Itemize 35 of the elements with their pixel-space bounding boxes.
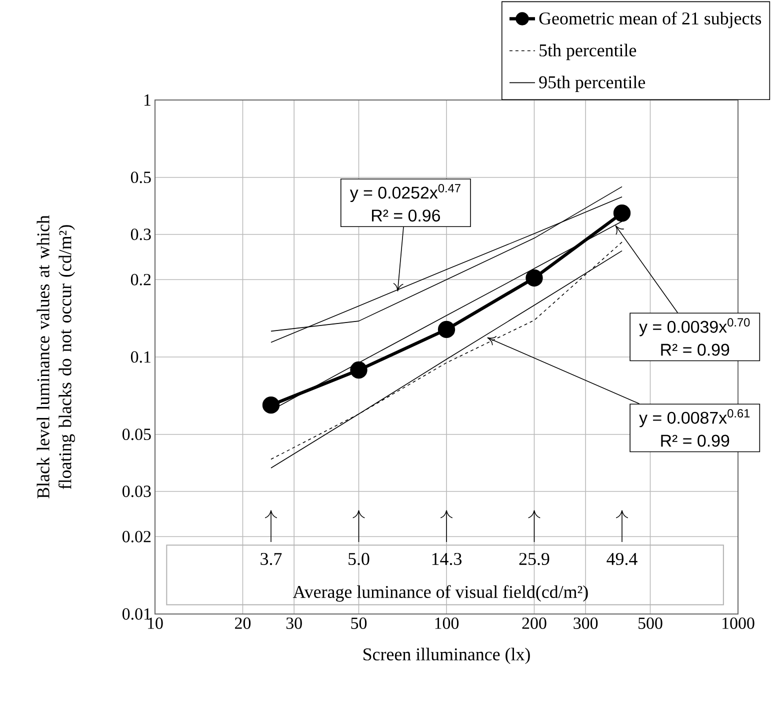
annotation: R² = 0.99 <box>661 344 730 356</box>
annotation: R² = 0.96 <box>372 210 440 222</box>
y-tick-label: 0.02 <box>122 530 151 542</box>
y-tick-label: 0.3 <box>130 228 151 240</box>
x-tick-label: 300 <box>574 618 598 629</box>
annotation: 25.9 <box>519 552 550 566</box>
annotation: y = 0.0252x$^{0.47}$ <box>350 184 460 202</box>
y-tick-label: 0.01 <box>122 608 150 620</box>
x-tick-label: 1000 <box>722 618 754 629</box>
y-tick-label: 0.2 <box>130 274 151 286</box>
x-tick-label: 50 <box>351 618 367 629</box>
annotation: 3.7 <box>260 552 282 566</box>
legend-label: Geometric mean of 21 subjects <box>539 12 762 28</box>
y-tick-label: 0.5 <box>130 172 151 184</box>
annotation: Average luminance of visual field(cd/m²) <box>292 585 588 602</box>
x-tick-label: 10 <box>148 618 163 629</box>
legend-label: 5th percentile <box>540 44 636 60</box>
x-tick-label: 100 <box>435 618 459 629</box>
legend-label: 95th percentile <box>539 76 646 92</box>
x-tick-label: 30 <box>286 618 302 629</box>
y-tick-label: 1 <box>144 94 150 106</box>
x-tick-label: 500 <box>638 618 662 629</box>
annotation: 14.3 <box>432 552 462 566</box>
y-tick-label: 0.05 <box>122 428 151 440</box>
y-axis-title: Black level luminance values at which floating blacks do not occur (cd/m²) <box>36 215 76 498</box>
annotation: y = 0.0087x$^{0.61}$ <box>639 409 750 428</box>
y-tick-label: 0.1 <box>130 351 150 363</box>
annotation: y = 0.0039x$^{0.70}$ <box>639 318 750 336</box>
annotation: R² = 0.99 <box>661 434 730 447</box>
x-tick-label: 20 <box>235 618 251 629</box>
y-tick-label: 0.03 <box>122 486 151 498</box>
x-axis-title: Screen illuminance (lx) <box>364 648 530 664</box>
annotation: 5.0 <box>348 552 370 566</box>
x-tick-label: 200 <box>522 618 546 629</box>
annotation: 49.4 <box>606 552 638 566</box>
